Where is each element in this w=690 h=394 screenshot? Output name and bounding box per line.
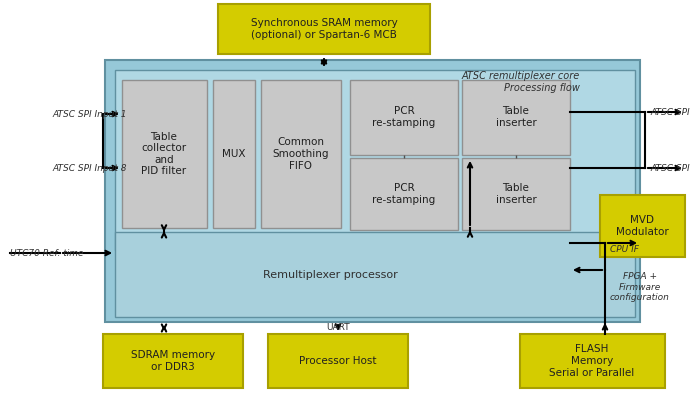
Text: SDRAM memory
or DDR3: SDRAM memory or DDR3	[131, 350, 215, 372]
Text: Table
inserter: Table inserter	[495, 183, 536, 205]
Bar	[213, 80, 255, 228]
Bar	[115, 232, 635, 317]
Bar	[520, 334, 665, 388]
Text: Processing flow: Processing flow	[504, 83, 580, 93]
Text: ATSC SPI Output: ATSC SPI Output	[650, 108, 690, 117]
Bar	[600, 195, 685, 257]
Text: Common
Smoothing
FIFO: Common Smoothing FIFO	[273, 138, 329, 171]
Text: Remultiplexer processor: Remultiplexer processor	[263, 270, 397, 280]
Text: ATSC SPI Input 8: ATSC SPI Input 8	[52, 164, 126, 173]
Bar	[268, 334, 408, 388]
Text: Table
collector
and
PID filter: Table collector and PID filter	[141, 132, 186, 177]
Bar	[218, 4, 430, 54]
Bar	[350, 158, 458, 230]
Text: ATSC remultiplexer core: ATSC remultiplexer core	[462, 71, 580, 81]
Bar	[115, 70, 635, 250]
Bar	[105, 60, 640, 322]
Text: ATSC SPI Input 1: ATSC SPI Input 1	[52, 110, 126, 119]
Bar	[462, 158, 570, 230]
Text: UART: UART	[326, 323, 350, 333]
Bar	[462, 80, 570, 155]
Bar	[350, 80, 458, 155]
Text: PCR
re-stamping: PCR re-stamping	[373, 106, 435, 128]
Text: FLASH
Memory
Serial or Parallel: FLASH Memory Serial or Parallel	[549, 344, 635, 377]
Text: UTC70 Ref. time: UTC70 Ref. time	[10, 249, 83, 258]
Text: Synchronous SRAM memory
(optional) or Spartan-6 MCB: Synchronous SRAM memory (optional) or Sp…	[250, 18, 397, 40]
Bar	[122, 80, 207, 228]
Text: PCR
re-stamping: PCR re-stamping	[373, 183, 435, 205]
Bar	[261, 80, 341, 228]
Text: FPGA +
Firmware
configuration: FPGA + Firmware configuration	[610, 272, 670, 302]
Text: CPU IF: CPU IF	[610, 245, 639, 253]
Text: Processor Host: Processor Host	[299, 356, 377, 366]
Text: MVD
Modulator: MVD Modulator	[615, 215, 669, 237]
Text: MUX: MUX	[222, 149, 246, 159]
Bar	[103, 334, 243, 388]
Text: ATSC SPI Output 8: ATSC SPI Output 8	[650, 164, 690, 173]
Text: Table
inserter: Table inserter	[495, 106, 536, 128]
